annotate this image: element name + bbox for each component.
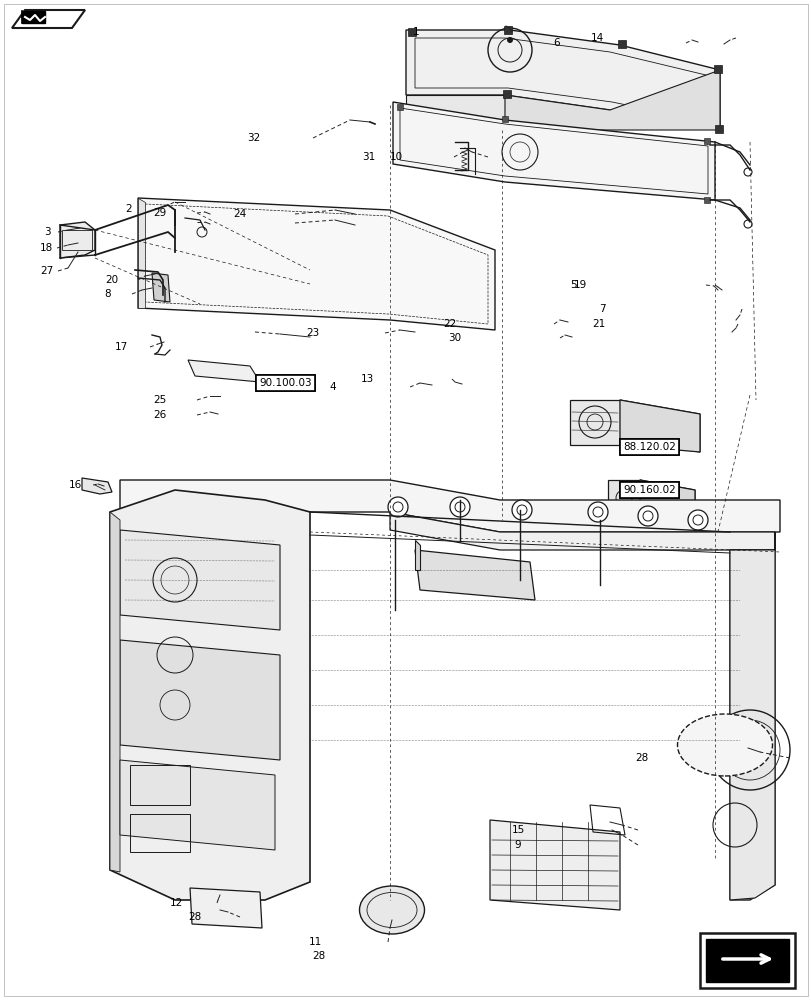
Polygon shape	[489, 820, 620, 910]
Text: 24: 24	[233, 209, 246, 219]
Text: 6: 6	[553, 38, 560, 48]
Text: 26: 26	[153, 410, 166, 420]
Bar	[703, 138, 709, 144]
Text: 23: 23	[306, 328, 319, 338]
Polygon shape	[639, 480, 694, 522]
Text: 28: 28	[634, 753, 647, 763]
Text: 4: 4	[329, 382, 336, 392]
Polygon shape	[729, 532, 774, 900]
Polygon shape	[188, 360, 260, 382]
Text: 90.100.03: 90.100.03	[260, 378, 311, 388]
Ellipse shape	[359, 886, 424, 934]
Text: 1: 1	[412, 27, 418, 37]
Text: 7: 7	[599, 304, 605, 314]
Text: 88.120.02: 88.120.02	[622, 442, 676, 452]
Text: 3: 3	[44, 227, 50, 237]
Bar	[397, 104, 402, 110]
Polygon shape	[190, 888, 262, 928]
Text: 5: 5	[569, 280, 576, 290]
Text: 28: 28	[188, 912, 201, 922]
Bar	[130, 814, 190, 852]
Bar	[703, 197, 709, 203]
Polygon shape	[504, 70, 719, 130]
Polygon shape	[120, 640, 280, 760]
Circle shape	[587, 502, 607, 522]
Bar	[407, 28, 415, 36]
Ellipse shape	[676, 714, 771, 776]
Text: 14: 14	[590, 33, 603, 43]
Polygon shape	[569, 400, 620, 445]
Bar	[714, 125, 722, 133]
Text: 21: 21	[592, 319, 605, 329]
Polygon shape	[607, 480, 639, 517]
Polygon shape	[639, 480, 694, 522]
Polygon shape	[120, 760, 275, 850]
Text: 29: 29	[153, 208, 166, 218]
Text: 10: 10	[389, 152, 402, 162]
Circle shape	[506, 37, 513, 43]
Bar	[617, 40, 625, 48]
Text: 18: 18	[40, 243, 53, 253]
Polygon shape	[12, 10, 85, 28]
Polygon shape	[393, 102, 714, 200]
Bar	[705, 939, 788, 982]
Circle shape	[512, 500, 531, 520]
Text: 20: 20	[105, 275, 118, 285]
Bar	[501, 116, 508, 122]
Bar	[699, 933, 794, 988]
Text: 27: 27	[41, 266, 54, 276]
Circle shape	[687, 510, 707, 530]
Text: 19: 19	[573, 280, 586, 290]
Polygon shape	[22, 11, 45, 23]
Text: 30: 30	[448, 333, 461, 343]
Text: 15: 15	[511, 825, 524, 835]
Polygon shape	[109, 512, 120, 872]
Polygon shape	[138, 198, 145, 308]
Bar	[62, 230, 92, 250]
Bar	[502, 90, 510, 98]
Text: 9: 9	[514, 840, 521, 850]
Text: 17: 17	[115, 342, 128, 352]
Text: 25: 25	[153, 395, 166, 405]
Text: 11: 11	[308, 937, 321, 947]
Circle shape	[449, 497, 470, 517]
Bar	[713, 65, 721, 73]
Polygon shape	[620, 400, 699, 452]
Text: 32: 32	[247, 133, 260, 143]
Polygon shape	[406, 95, 504, 130]
Polygon shape	[414, 550, 534, 600]
Text: 28: 28	[312, 951, 325, 961]
Text: 16: 16	[69, 480, 82, 490]
Text: 2: 2	[125, 204, 131, 214]
Polygon shape	[120, 530, 280, 630]
Bar	[130, 765, 190, 805]
Polygon shape	[82, 478, 112, 494]
Polygon shape	[120, 480, 779, 532]
Polygon shape	[60, 222, 95, 258]
Text: 31: 31	[362, 152, 375, 162]
Bar	[504, 26, 512, 34]
Text: 90.100.03: 90.100.03	[260, 378, 311, 388]
Text: 8: 8	[104, 289, 110, 299]
Polygon shape	[729, 550, 774, 900]
Text: 12: 12	[169, 898, 182, 908]
Circle shape	[637, 506, 657, 526]
Text: 90.160.02: 90.160.02	[623, 485, 675, 495]
Polygon shape	[406, 30, 719, 130]
Text: 22: 22	[443, 319, 456, 329]
Polygon shape	[389, 512, 774, 550]
Text: 90.160.02: 90.160.02	[623, 485, 675, 495]
Polygon shape	[414, 540, 419, 570]
Circle shape	[388, 497, 407, 517]
Text: 13: 13	[360, 374, 373, 384]
Polygon shape	[620, 400, 699, 452]
Polygon shape	[152, 273, 169, 302]
Text: 88.120.02: 88.120.02	[622, 442, 676, 452]
Polygon shape	[138, 198, 495, 330]
Polygon shape	[109, 490, 310, 900]
